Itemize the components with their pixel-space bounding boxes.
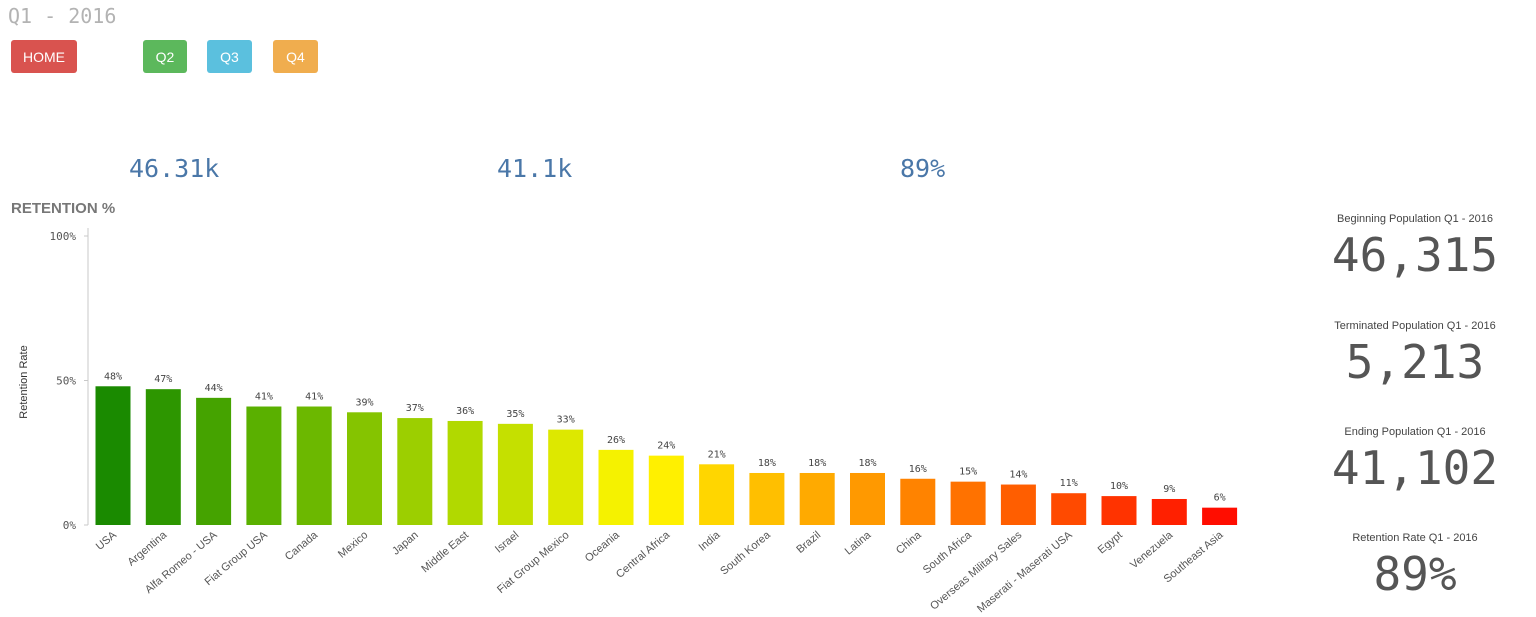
bar-2 xyxy=(145,389,181,525)
x-category-label: Oceania xyxy=(583,529,623,565)
x-category-label: Maserati - Maserati USA xyxy=(975,529,1075,616)
bar-23 xyxy=(1202,507,1238,525)
bar-5 xyxy=(296,406,332,525)
bar-value-label: 33% xyxy=(557,415,575,426)
kpi-beginning-population: 46.31k xyxy=(129,154,220,183)
bar-14 xyxy=(749,472,785,525)
bar-value-label: 36% xyxy=(456,406,474,417)
x-category-label: China xyxy=(894,529,924,557)
bar-7 xyxy=(397,418,433,525)
x-category-label: Canada xyxy=(283,529,321,564)
x-category-label: Mexico xyxy=(336,529,370,561)
bar-value-label: 35% xyxy=(506,409,524,420)
x-category-label: Argentina xyxy=(125,529,169,569)
bar-18 xyxy=(950,481,986,525)
bar-value-label: 16% xyxy=(909,464,927,475)
bar-value-label: 21% xyxy=(708,449,726,460)
retention-rate-label: Retention Rate Q1 - 2016 xyxy=(1352,532,1478,544)
x-category-label: South Korea xyxy=(718,529,773,578)
bar-17 xyxy=(900,478,936,525)
x-category-label: Venezuela xyxy=(1128,529,1176,572)
bar-value-label: 37% xyxy=(406,403,424,414)
chart-title: RETENTION % xyxy=(11,200,116,217)
q2-button[interactable]: Q2 xyxy=(143,40,187,73)
bar-10 xyxy=(548,429,584,525)
x-category-label: USA xyxy=(94,529,120,553)
terminated-population-label: Terminated Population Q1 - 2016 xyxy=(1334,320,1496,332)
retention-bar-chart: 0% 50% 100% Retention Rate 48% USA 47% Argentin… xyxy=(18,228,1238,616)
page-title: Q1 - 2016 xyxy=(8,4,117,28)
bar-value-label: 39% xyxy=(355,397,373,408)
x-category-label: Central Africa xyxy=(614,529,673,581)
bar-6 xyxy=(347,412,382,525)
x-category-label: Egypt xyxy=(1096,529,1125,556)
bar-8 xyxy=(447,420,483,525)
y-tick-label: 0% xyxy=(63,519,77,532)
bar-value-label: 9% xyxy=(1163,484,1175,495)
bar-value-label: 18% xyxy=(858,458,876,469)
bar-value-label: 14% xyxy=(1009,470,1027,481)
x-category-label: Overseas Military Sales xyxy=(928,529,1025,613)
bar-13 xyxy=(699,464,735,525)
x-category-label: Middle East xyxy=(419,529,471,575)
kpi-retention-rate: 89% xyxy=(900,154,946,183)
bar-22 xyxy=(1151,498,1187,525)
bar-4 xyxy=(246,406,282,525)
bar-value-label: 10% xyxy=(1110,481,1128,492)
bar-value-label: 18% xyxy=(808,458,826,469)
bar-value-label: 47% xyxy=(154,374,172,385)
bar-value-label: 41% xyxy=(305,392,323,403)
bar-15 xyxy=(799,472,835,525)
kpi-ending-population: 41.1k xyxy=(497,154,573,183)
bar-12 xyxy=(648,455,684,525)
x-category-label: South Africa xyxy=(921,529,975,577)
ending-population-label: Ending Population Q1 - 2016 xyxy=(1344,426,1486,438)
retention-rate-value: 89% xyxy=(1373,547,1457,601)
bar-value-label: 26% xyxy=(607,435,625,446)
bar-20 xyxy=(1051,493,1087,525)
y-tick-label: 100% xyxy=(50,230,77,243)
x-category-label: Japan xyxy=(390,529,421,557)
x-category-label: India xyxy=(697,529,724,554)
y-tick-label: 50% xyxy=(56,375,76,388)
bar-value-label: 15% xyxy=(959,467,977,478)
ending-population-value: 41,102 xyxy=(1331,441,1499,495)
beginning-population-label: Beginning Population Q1 - 2016 xyxy=(1337,213,1493,225)
bar-11 xyxy=(598,449,634,525)
bar-value-label: 6% xyxy=(1214,493,1226,504)
x-category-label: Brazil xyxy=(794,529,823,556)
bar-value-label: 24% xyxy=(657,441,675,452)
bar-value-label: 48% xyxy=(104,371,122,382)
bar-value-label: 41% xyxy=(255,392,273,403)
bar-21 xyxy=(1101,496,1137,525)
bar-value-label: 11% xyxy=(1060,478,1078,489)
x-category-label: Israel xyxy=(493,529,521,555)
bar-1 xyxy=(95,386,131,525)
beginning-population-value: 46,315 xyxy=(1331,228,1499,282)
bar-value-label: 44% xyxy=(205,383,223,394)
q4-button[interactable]: Q4 xyxy=(273,40,318,73)
bar-value-label: 18% xyxy=(758,458,776,469)
bar-16 xyxy=(850,472,885,525)
x-category-label: Latina xyxy=(843,529,874,558)
y-axis-title: Retention Rate xyxy=(18,345,30,418)
bar-3 xyxy=(196,397,232,525)
terminated-population-value: 5,213 xyxy=(1345,335,1485,389)
q3-button[interactable]: Q3 xyxy=(207,40,252,73)
bar-9 xyxy=(497,423,533,525)
bar-19 xyxy=(1000,484,1036,525)
home-button[interactable]: HOME xyxy=(11,40,77,73)
